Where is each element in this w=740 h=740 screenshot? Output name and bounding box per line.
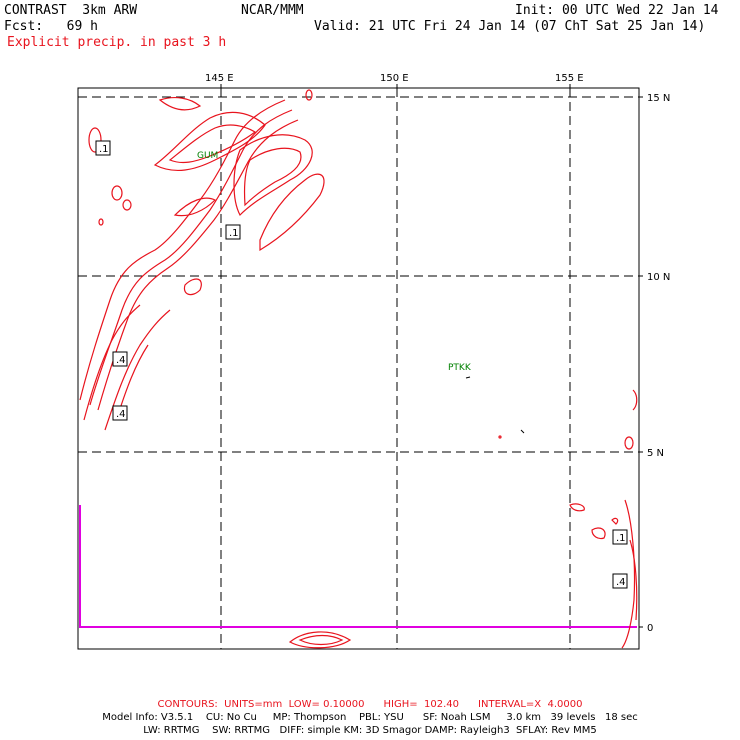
contour-label: .4 xyxy=(116,409,126,420)
forecast-hour: Fcst: 69 h xyxy=(4,19,98,34)
lat-label-15n: 15 N xyxy=(647,93,670,104)
domain-boundary xyxy=(79,505,637,628)
ptkk-island xyxy=(465,376,471,379)
lat-label-0: 0 xyxy=(647,623,653,634)
lat-label-5n: 5 N xyxy=(647,448,664,459)
contour-label: .1 xyxy=(616,533,626,544)
lat-lon-grid xyxy=(78,88,639,649)
lon-label-145e: 145 E xyxy=(205,73,234,84)
station-gum-marker: GUM xyxy=(197,151,218,161)
map-frame xyxy=(77,87,640,650)
contour-label: .4 xyxy=(616,577,626,588)
product-title: CONTRAST 3km ARW xyxy=(4,3,138,18)
lon-label-150e: 150 E xyxy=(380,73,409,84)
contour-equator-cluster xyxy=(288,631,352,649)
lon-label-155e: 155 E xyxy=(555,73,584,84)
lat-label-10n: 10 N xyxy=(647,272,670,283)
tick-marks xyxy=(220,84,643,628)
station-ptkk-label: PTKK xyxy=(448,363,472,373)
contour-value-labels: .1 .1 .4 .4 .1 .4 xyxy=(95,140,628,589)
organization-label: NCAR/MMM xyxy=(241,3,304,18)
contour-label: .1 xyxy=(99,144,109,155)
contour-label: .4 xyxy=(116,355,126,366)
field-title: Explicit precip. in past 3 h xyxy=(7,35,227,50)
contour-band-outer xyxy=(79,99,286,401)
valid-time: Valid: 21 UTC Fri 24 Jan 14 (07 ChT Sat … xyxy=(314,19,706,34)
model-info-line2: LW: RRTMG SW: RRTMG DIFF: simple KM: 3D … xyxy=(143,725,597,736)
model-info-line1: Model Info: V3.5.1 CU: No Cu MP: Thompso… xyxy=(102,712,638,723)
init-time: Init: 00 UTC Wed 22 Jan 14 xyxy=(515,3,719,18)
contour-info: CONTOURS: UNITS=mm LOW= 0.10000 HIGH= 10… xyxy=(157,699,583,710)
precip-contours xyxy=(79,89,638,649)
contour-label: .1 xyxy=(229,228,239,239)
island-marker xyxy=(520,429,525,434)
